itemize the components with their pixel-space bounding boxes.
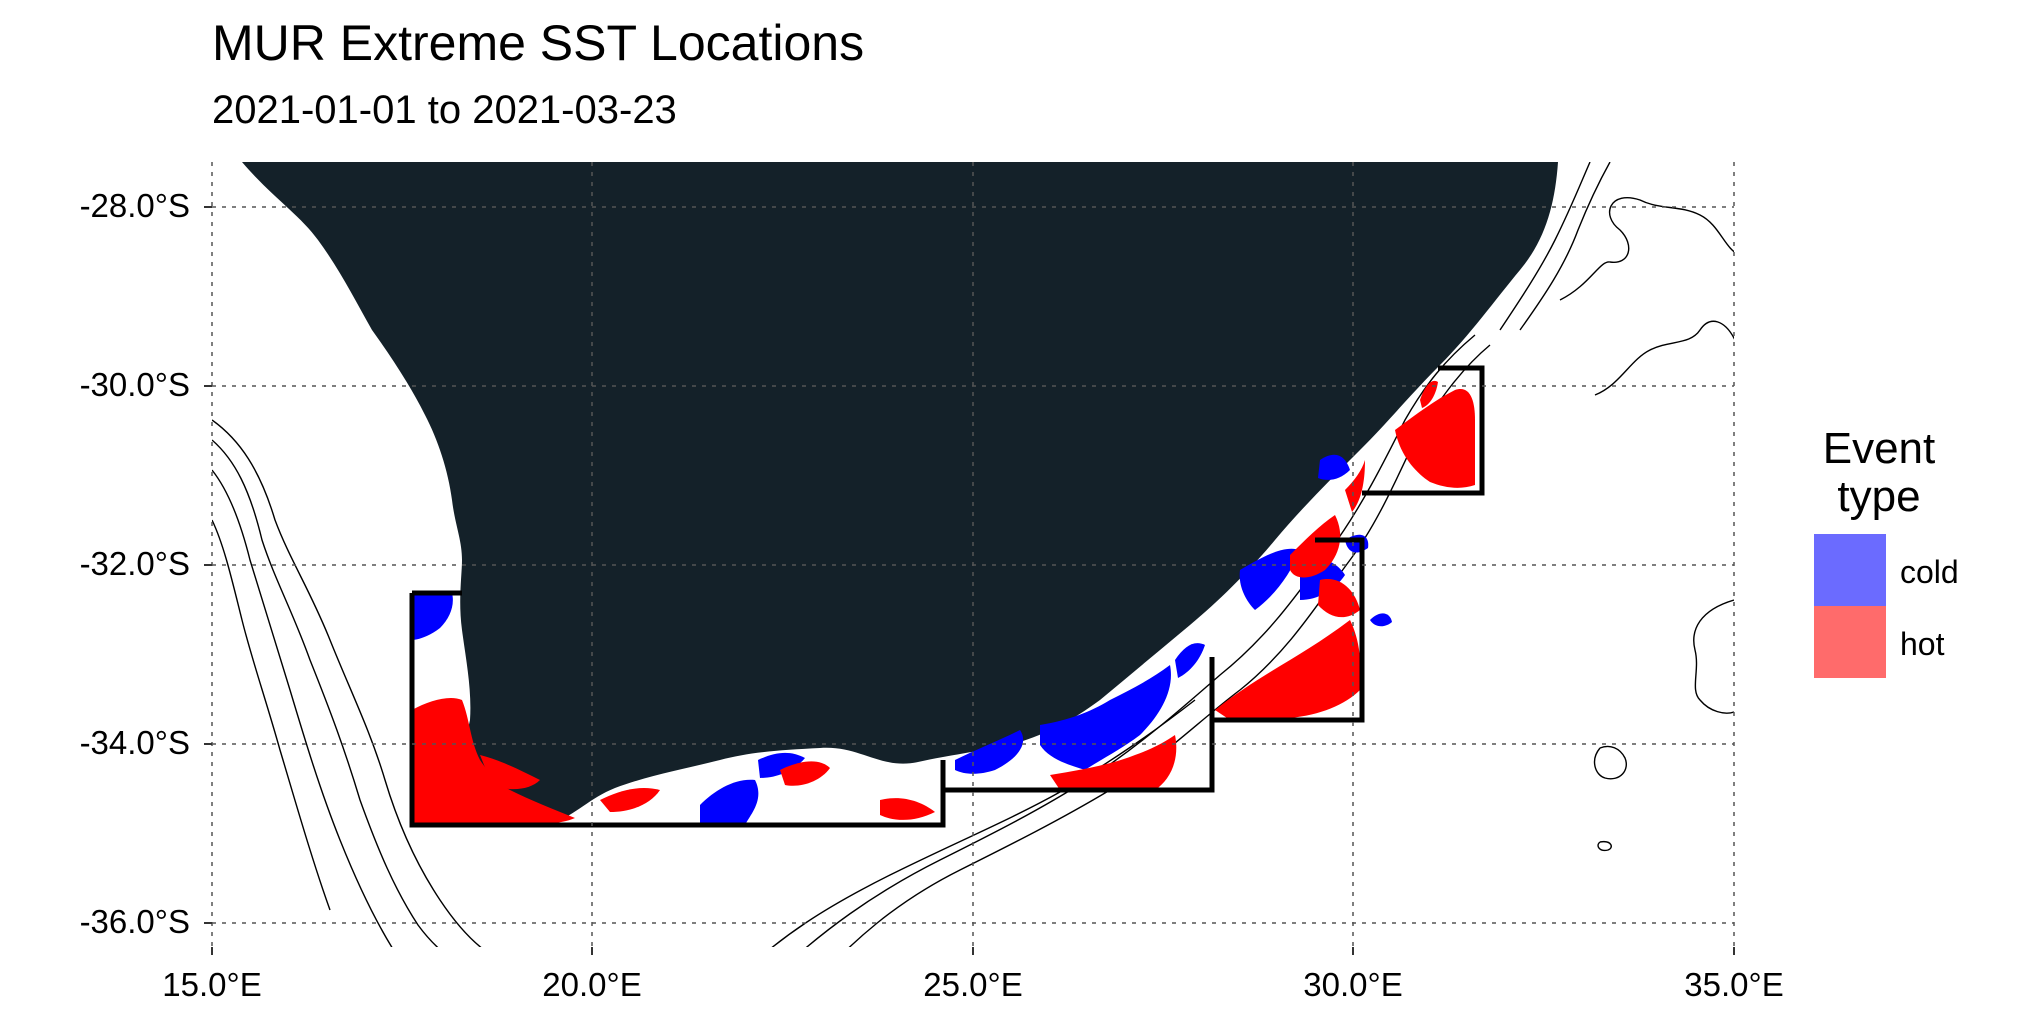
y-tick-label: -34.0°S: [79, 724, 190, 761]
legend-label-hot: hot: [1900, 625, 1945, 662]
map-subtitle: 2021-01-01 to 2021-03-23: [212, 88, 677, 132]
x-tick-label: 35.0°E: [1684, 966, 1784, 1003]
x-tick-label: 20.0°E: [542, 966, 642, 1003]
land-mass: [242, 162, 1558, 822]
east-coast-box: [1212, 537, 1365, 723]
legend-item-cold: cold: [1800, 533, 1990, 606]
y-tick-label: -30.0°S: [79, 366, 190, 403]
legend-title: Event type: [1784, 424, 1974, 522]
legend-title-line2: type: [1837, 472, 1921, 522]
region-boxes: [409, 365, 1485, 828]
y-tick-label: -36.0°S: [79, 903, 190, 940]
y-tick-label: -28.0°S: [79, 187, 190, 224]
graticule: [211, 162, 1735, 947]
legend-item-hot: hot: [1800, 605, 1990, 678]
x-tick-label: 30.0°E: [1303, 966, 1403, 1003]
agulhas-bank-box: [943, 657, 1215, 793]
legend-title-line1: Event: [1822, 424, 1936, 473]
wild-coast-box: [1362, 365, 1485, 496]
y-tick-label: -32.0°S: [79, 545, 190, 582]
x-tick-label: 15.0°E: [162, 966, 262, 1003]
legend-label-cold: cold: [1900, 553, 1959, 590]
legend-swatch-hot: [1814, 605, 1886, 678]
hot-event-patches: [412, 380, 1475, 825]
x-tick-label: 25.0°E: [923, 966, 1023, 1003]
map-title: MUR Extreme SST Locations: [212, 15, 865, 71]
legend-swatch-cold: [1814, 533, 1886, 606]
legend: Event type cold hot: [1800, 424, 1990, 678]
